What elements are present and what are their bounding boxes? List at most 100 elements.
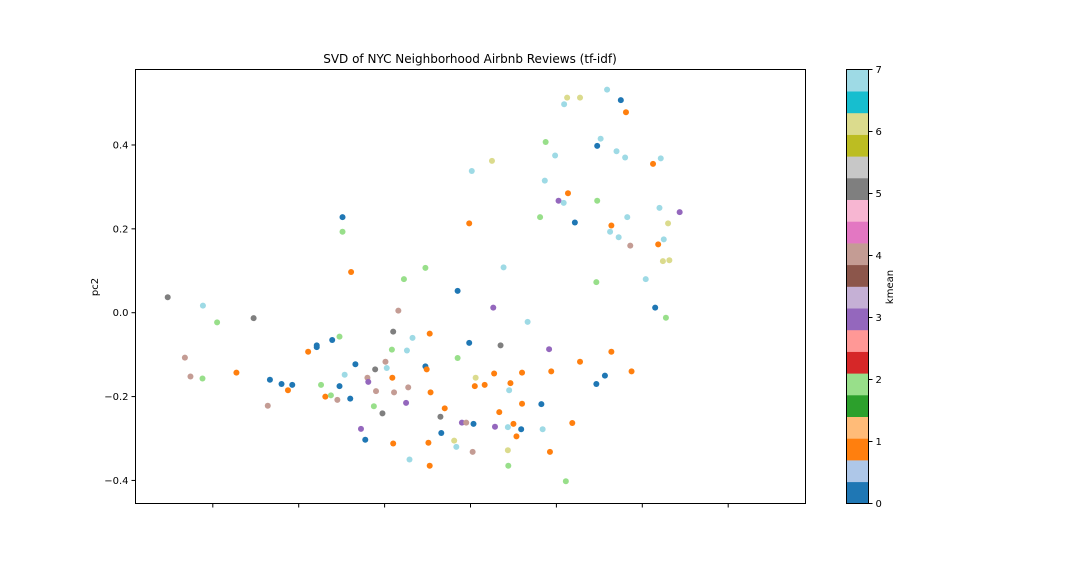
colorbar-segment: [846, 264, 869, 287]
data-point: [370, 403, 377, 410]
data-point: [560, 199, 567, 206]
y-tick-label: −0.2: [104, 392, 128, 403]
y-tick-label: 0.4: [113, 140, 129, 151]
data-point: [594, 142, 601, 149]
data-point: [405, 384, 412, 391]
data-point: [468, 167, 475, 174]
data-point: [519, 369, 526, 376]
data-point: [500, 264, 507, 271]
data-point: [518, 426, 525, 433]
data-point: [403, 347, 410, 354]
data-point: [284, 387, 291, 394]
data-point: [659, 258, 666, 265]
data-point: [569, 419, 576, 426]
data-point: [666, 257, 673, 264]
data-point: [562, 478, 569, 485]
data-point: [266, 376, 273, 383]
data-point: [334, 396, 341, 403]
colorbar-tick-label: 1: [876, 437, 882, 448]
data-point: [352, 361, 359, 368]
plot-frame: [135, 69, 806, 504]
colorbar-frame: [846, 69, 869, 504]
data-point: [454, 354, 461, 361]
data-point: [409, 334, 416, 341]
data-point: [365, 378, 372, 385]
data-point: [422, 264, 429, 271]
data-point: [278, 380, 285, 387]
data-point: [662, 314, 669, 321]
colorbar-tick-label: 6: [876, 127, 882, 138]
data-point: [561, 101, 568, 108]
colorbar: 0 1 2 3 4 5 6 7: [846, 65, 882, 510]
data-point: [593, 380, 600, 387]
data-point: [504, 424, 511, 431]
colorbar-segment: [846, 178, 869, 200]
data-point: [472, 374, 479, 381]
data-point: [395, 307, 402, 314]
data-point: [403, 399, 410, 406]
data-point: [481, 381, 488, 388]
data-point: [423, 366, 430, 373]
data-point: [505, 462, 512, 469]
data-point: [507, 380, 514, 387]
data-point: [469, 448, 476, 455]
data-point: [676, 209, 683, 216]
chart-title: SVD of NYC Neighborhood Airbnb Reviews (…: [323, 52, 617, 66]
data-point: [657, 155, 664, 162]
data-point: [542, 139, 549, 146]
colorbar-segment: [846, 395, 869, 417]
data-point: [504, 447, 511, 454]
data-point: [613, 148, 620, 155]
data-point: [388, 346, 395, 353]
data-point: [348, 269, 355, 276]
data-point: [650, 160, 657, 167]
colorbar-tick-label: 2: [876, 375, 882, 386]
data-point: [357, 425, 364, 432]
data-point: [660, 236, 667, 243]
data-point: [390, 328, 397, 335]
colorbar-segment: [846, 243, 869, 266]
data-point: [628, 368, 635, 375]
colorbar-segment: [846, 112, 869, 135]
data-point: [491, 370, 498, 377]
colorbar-segment: [846, 438, 869, 461]
data-point: [466, 220, 473, 227]
data-point: [406, 456, 413, 463]
data-point: [341, 371, 348, 378]
colorbar-segment: [846, 481, 869, 504]
colorbar-segment: [846, 199, 869, 222]
data-point: [463, 419, 470, 426]
colorbar-segment: [846, 91, 869, 114]
data-point: [642, 276, 649, 283]
data-point: [322, 393, 329, 400]
data-point: [622, 154, 629, 161]
data-point: [451, 437, 458, 444]
data-point: [655, 241, 662, 248]
data-point: [546, 346, 553, 353]
data-point: [454, 287, 461, 294]
data-point: [390, 440, 397, 447]
data-point: [164, 294, 171, 301]
colorbar-segment: [846, 308, 869, 331]
colorbar-segment: [846, 351, 869, 374]
data-point: [490, 304, 497, 311]
data-point: [652, 304, 659, 311]
data-point: [524, 318, 531, 325]
data-point: [379, 410, 386, 417]
data-point: [181, 354, 188, 361]
colorbar-segment: [846, 416, 869, 439]
colorbar-tick-label: 4: [876, 251, 882, 262]
data-point: [537, 214, 544, 221]
data-point: [496, 409, 503, 416]
data-point: [425, 439, 432, 446]
data-point: [466, 339, 473, 346]
data-point: [372, 366, 379, 373]
data-point: [577, 94, 584, 101]
data-point: [441, 405, 448, 412]
data-point: [471, 383, 478, 390]
data-point: [656, 204, 663, 211]
data-point: [347, 395, 354, 402]
data-point: [519, 400, 526, 407]
colorbar-segment: [846, 373, 869, 396]
